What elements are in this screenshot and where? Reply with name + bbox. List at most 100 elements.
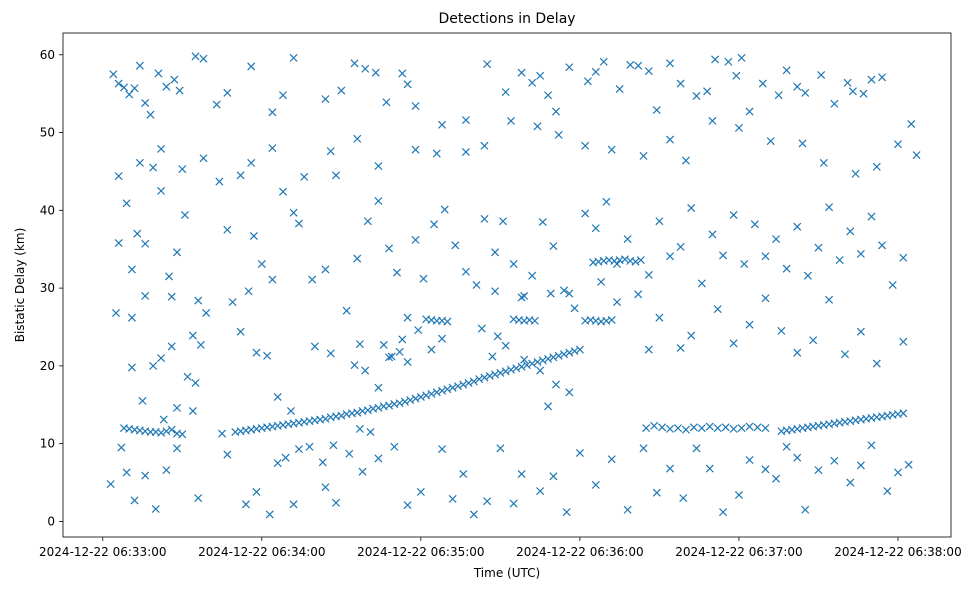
data-point [840, 350, 849, 359]
data-point [332, 171, 341, 180]
y-tick-label: 40 [40, 203, 55, 217]
data-point [194, 494, 203, 503]
data-point [655, 217, 664, 226]
data-point [745, 320, 754, 329]
data-point [180, 210, 189, 220]
data-point [244, 287, 253, 296]
data-point [867, 75, 876, 84]
data-point [899, 337, 908, 346]
data-point [263, 351, 272, 360]
data-point [403, 501, 412, 510]
data-point [411, 145, 420, 154]
data-point [191, 52, 200, 61]
data-point [867, 212, 876, 221]
data-point [793, 453, 802, 462]
data-point [798, 139, 807, 148]
data-point [819, 158, 828, 167]
data-point [162, 427, 171, 436]
data-point [188, 331, 197, 340]
data-point [247, 158, 256, 167]
data-point [501, 341, 510, 350]
data-point [461, 267, 470, 276]
data-point [565, 63, 574, 72]
data-point [212, 100, 221, 109]
data-point [247, 62, 256, 71]
data-point [835, 256, 844, 265]
data-point [681, 156, 690, 165]
data-point [488, 352, 497, 361]
data-point [358, 467, 367, 476]
data-point [114, 238, 123, 248]
y-tick-label: 30 [40, 281, 55, 295]
data-point [268, 144, 277, 153]
data-point [273, 392, 282, 402]
data-point [443, 385, 452, 394]
data-point [607, 315, 616, 325]
data-point [761, 252, 770, 261]
data-point [772, 474, 781, 483]
data-point [122, 199, 131, 208]
data-point [385, 353, 394, 362]
data-point [745, 455, 754, 465]
data-point [141, 239, 150, 248]
data-point [194, 296, 203, 305]
data-point [734, 490, 743, 500]
data-point [636, 256, 645, 265]
data-point [562, 508, 571, 517]
data-point [332, 498, 341, 507]
data-point [223, 88, 232, 97]
data-point [732, 71, 741, 80]
data-point [893, 140, 903, 149]
data-point [631, 257, 640, 266]
data-point [480, 141, 489, 150]
data-point [106, 480, 115, 489]
data-point [188, 406, 197, 416]
data-point [697, 424, 706, 433]
data-point [565, 348, 574, 357]
data-point [172, 248, 182, 257]
data-point [665, 59, 675, 68]
data-point [599, 57, 608, 66]
data-point [167, 342, 176, 351]
data-point [496, 368, 505, 377]
data-point [172, 444, 182, 453]
data-point [419, 274, 428, 283]
data-point [652, 105, 661, 115]
data-point [411, 102, 420, 111]
data-point [581, 141, 590, 150]
data-point [623, 235, 632, 244]
data-point [729, 424, 738, 433]
data-point [199, 54, 208, 63]
data-point [432, 149, 441, 158]
data-point [252, 348, 261, 357]
data-point [374, 403, 383, 412]
data-point [127, 363, 136, 372]
data-point [289, 208, 298, 217]
data-point [403, 80, 412, 89]
data-point [615, 84, 624, 94]
data-point [411, 235, 420, 244]
data-point [872, 162, 881, 171]
data-point [403, 357, 412, 367]
data-point [719, 251, 728, 260]
data-point [676, 242, 685, 251]
data-point [644, 270, 653, 279]
data-point [753, 423, 762, 432]
data-point [612, 259, 622, 269]
data-point [483, 497, 492, 506]
data-point [528, 78, 537, 87]
data-point [196, 340, 205, 349]
data-point [223, 225, 232, 234]
data-point [652, 488, 661, 497]
data-point [705, 464, 714, 473]
data-point [544, 402, 553, 411]
data-point [141, 98, 150, 108]
data-point [157, 186, 166, 195]
y-tick-label: 60 [40, 48, 55, 62]
y-tick-label: 0 [47, 514, 55, 528]
data-point [512, 364, 521, 373]
data-point [353, 408, 362, 417]
data-point [167, 292, 176, 301]
data-point [453, 382, 462, 391]
data-point [350, 59, 359, 68]
